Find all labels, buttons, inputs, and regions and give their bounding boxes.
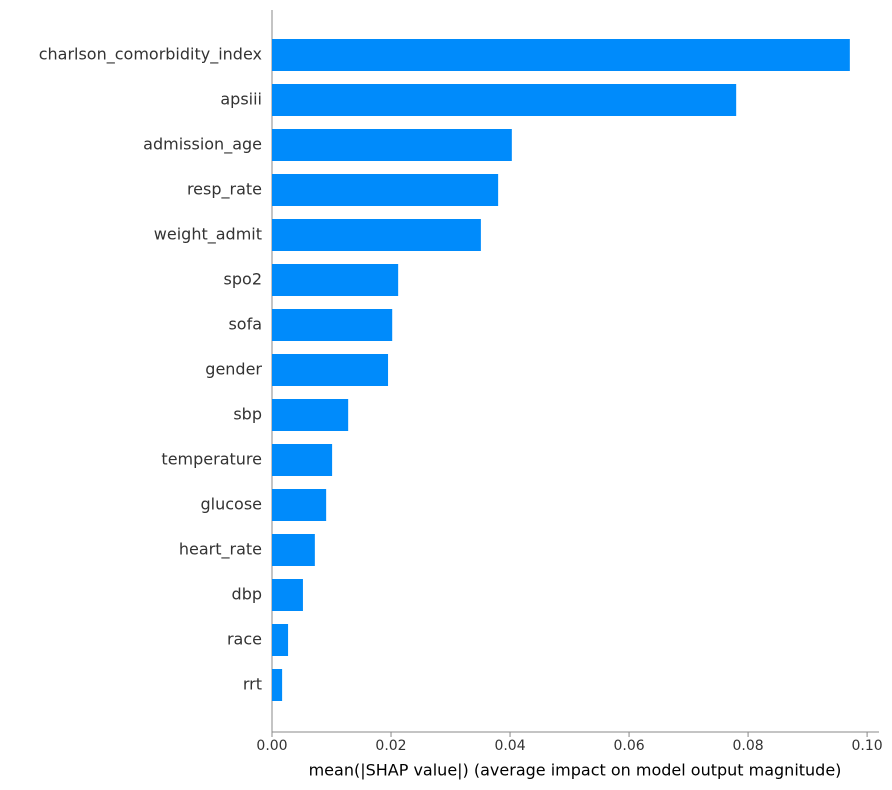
y-tick-label: gender xyxy=(205,360,262,379)
x-tick-label: 0.02 xyxy=(375,738,406,754)
y-tick-label: glucose xyxy=(200,495,262,514)
bar xyxy=(272,174,499,206)
y-tick-label: sbp xyxy=(233,405,262,424)
bar xyxy=(272,354,389,386)
bar xyxy=(272,534,315,566)
y-tick-label: spo2 xyxy=(224,270,262,289)
bar xyxy=(272,579,303,611)
y-tick-label: resp_rate xyxy=(187,180,262,200)
bar xyxy=(272,84,737,116)
x-axis-label: mean(|SHAP value|) (average impact on mo… xyxy=(309,761,842,780)
x-tick-label: 0.08 xyxy=(732,738,763,754)
bar xyxy=(272,309,393,341)
bar xyxy=(272,219,481,251)
bar xyxy=(272,399,349,431)
bar xyxy=(272,489,327,521)
y-tick-label: heart_rate xyxy=(179,540,262,560)
y-tick-label: dbp xyxy=(232,585,262,604)
x-tick-label: 0.10 xyxy=(852,738,883,754)
bar xyxy=(272,624,289,656)
y-tick-label: sofa xyxy=(228,315,262,334)
y-tick-label: temperature xyxy=(161,450,262,469)
x-tick-label: 0.00 xyxy=(256,738,287,754)
y-tick-label: charlson_comorbidity_index xyxy=(39,45,262,65)
bar xyxy=(272,39,850,71)
bar xyxy=(272,444,333,476)
y-tick-label: rrt xyxy=(243,675,262,694)
bar xyxy=(272,129,512,161)
bar xyxy=(272,669,283,701)
y-tick-label: apsiii xyxy=(220,90,262,109)
bar xyxy=(272,264,399,296)
x-tick-label: 0.04 xyxy=(494,738,525,754)
y-tick-label: weight_admit xyxy=(154,225,262,245)
y-tick-label: race xyxy=(227,630,262,649)
y-tick-label: admission_age xyxy=(143,135,262,155)
x-tick-label: 0.06 xyxy=(613,738,644,754)
